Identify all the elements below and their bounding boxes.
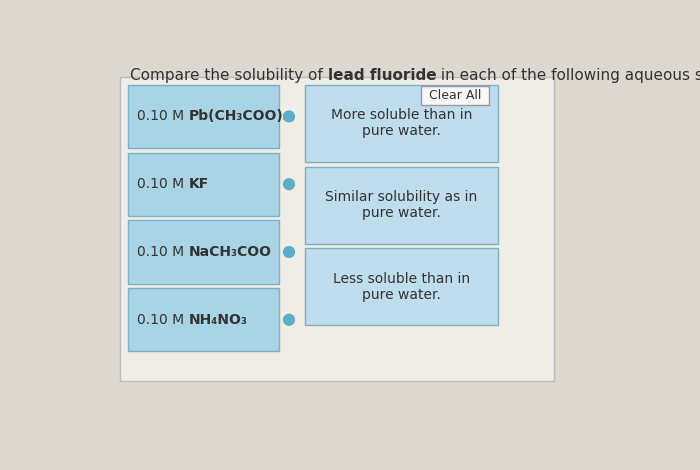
Text: 0.10 M: 0.10 M [137, 110, 188, 124]
Text: lead fluoride: lead fluoride [328, 68, 436, 83]
FancyBboxPatch shape [120, 77, 554, 381]
Text: 0.10 M: 0.10 M [137, 177, 188, 191]
Text: More soluble than in
pure water.: More soluble than in pure water. [330, 108, 472, 139]
Text: Less soluble than in
pure water.: Less soluble than in pure water. [332, 272, 470, 302]
Text: Similar solubility as in
pure water.: Similar solubility as in pure water. [326, 190, 477, 220]
Text: KF: KF [188, 177, 209, 191]
Circle shape [284, 111, 295, 122]
FancyBboxPatch shape [128, 288, 279, 351]
Text: 0.10 M: 0.10 M [137, 313, 188, 327]
FancyBboxPatch shape [128, 153, 279, 216]
FancyBboxPatch shape [421, 86, 489, 105]
Text: Compare the solubility of: Compare the solubility of [130, 68, 328, 83]
FancyBboxPatch shape [128, 85, 279, 148]
Circle shape [284, 247, 295, 258]
Text: Pb(CH₃COO)₂: Pb(CH₃COO)₂ [188, 110, 289, 124]
Circle shape [284, 179, 295, 189]
FancyBboxPatch shape [304, 166, 498, 243]
Text: in each of the following aqueous solutions:: in each of the following aqueous solutio… [436, 68, 700, 83]
FancyBboxPatch shape [304, 248, 498, 325]
FancyBboxPatch shape [128, 220, 279, 283]
Circle shape [284, 314, 295, 325]
FancyBboxPatch shape [304, 85, 498, 162]
Text: 0.10 M: 0.10 M [137, 245, 188, 259]
Text: Clear All: Clear All [428, 89, 481, 102]
Text: NaCH₃COO: NaCH₃COO [188, 245, 272, 259]
Text: NH₄NO₃: NH₄NO₃ [188, 313, 248, 327]
